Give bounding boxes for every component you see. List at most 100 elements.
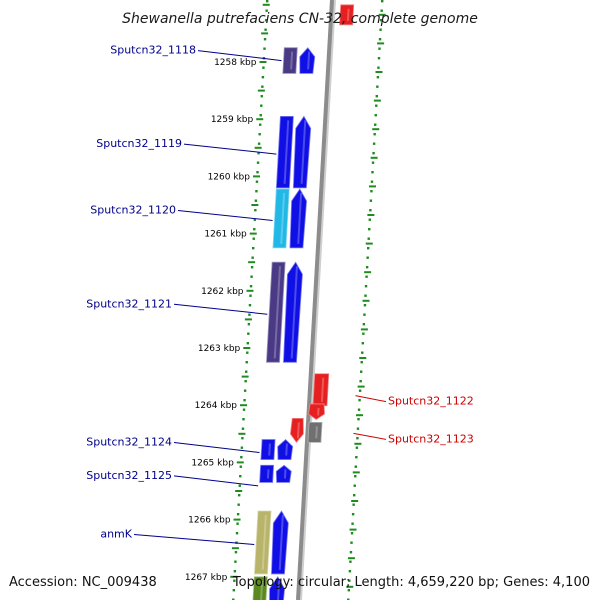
minor-tick-left	[233, 570, 237, 573]
minor-tick-right	[378, 47, 381, 50]
kbp-tick-label: 1260 kbp	[208, 172, 251, 182]
minor-tick-right	[366, 247, 370, 250]
minor-tick-right	[357, 418, 360, 421]
minor-tick-right	[372, 152, 375, 155]
gene-label-leader	[133, 533, 255, 545]
cds-arrow-forward	[299, 47, 316, 74]
minor-tick-right	[375, 104, 378, 107]
minor-tick-left	[238, 484, 241, 487]
minor-tick-right	[361, 351, 364, 354]
minor-tick-right	[360, 361, 363, 364]
gene-label: Sputcn32_1125	[86, 469, 172, 482]
minor-tick-left	[252, 237, 255, 240]
minor-tick-right	[348, 570, 352, 573]
minor-tick-right	[377, 66, 380, 69]
minor-tick-right	[354, 465, 358, 468]
minor-tick-right	[358, 389, 362, 392]
minor-tick-left	[233, 579, 236, 582]
minor-tick-left	[248, 313, 251, 316]
kbp-tick-label: 1266 kbp	[188, 516, 231, 526]
backbone-layer	[295, 0, 336, 600]
minor-tick-right	[363, 304, 367, 307]
cds-arrow-forward	[289, 188, 308, 249]
gene-label: Sputcn32_1122	[388, 395, 474, 408]
tick-marks-layer	[230, 0, 386, 600]
minor-tick-right	[359, 370, 363, 373]
minor-tick-left	[257, 142, 261, 145]
minor-tick-left	[243, 399, 246, 402]
minor-tick-left	[258, 123, 262, 126]
kbp-tick-label: 1265 kbp	[191, 458, 234, 468]
minor-tick-right	[352, 503, 355, 506]
cds-arrow-forward	[277, 438, 294, 460]
minor-tick-left	[247, 323, 251, 326]
topology-label: Topology: circular; Length: 4,659,220 bp…	[232, 575, 590, 590]
minor-tick-right	[371, 161, 375, 164]
minor-tick-right	[379, 19, 383, 22]
minor-tick-left	[241, 437, 244, 440]
minor-tick-right	[366, 256, 369, 259]
minor-tick-right	[352, 494, 356, 497]
minor-tick-right	[347, 598, 350, 600]
minor-tick-left	[242, 418, 245, 421]
minor-tick-right	[349, 560, 352, 563]
minor-tick-right	[369, 209, 372, 212]
minor-tick-right	[362, 323, 366, 326]
minor-tick-right	[379, 28, 382, 31]
genes-layer	[252, 4, 355, 600]
minor-tick-left	[244, 370, 248, 373]
kbp-tick-label: 1262 kbp	[201, 287, 244, 297]
cds-arrow-forward	[271, 510, 289, 575]
minor-tick-right	[349, 551, 353, 554]
minor-tick-left	[249, 294, 252, 297]
minor-tick-right	[367, 237, 370, 240]
kbp-tick-label: 1259 kbp	[211, 115, 254, 125]
minor-tick-left	[237, 494, 241, 497]
gene-label-leader	[177, 209, 273, 221]
minor-tick-right	[357, 408, 361, 411]
minor-tick-left	[248, 304, 252, 307]
labels-layer: 1258 kbp 1259 kbp 1260 kbp 1261 kbp 1262 kbp…	[86, 44, 474, 583]
kbp-tick-label: 1261 kbp	[204, 230, 247, 240]
cog-feature	[272, 188, 290, 249]
gene-label-leader	[173, 475, 259, 487]
gene-label: Sputcn32_1124	[86, 436, 172, 449]
minor-tick-right	[350, 532, 354, 535]
cog-feature	[275, 115, 294, 189]
minor-tick-left	[254, 199, 258, 202]
minor-tick-left	[255, 180, 259, 183]
minor-tick-left	[240, 446, 244, 449]
minor-tick-right	[374, 114, 377, 117]
gene-label-leader	[197, 50, 282, 62]
cog-feature	[266, 261, 286, 363]
gene-label: Sputcn32_1118	[110, 44, 196, 57]
minor-tick-right	[365, 275, 368, 278]
cds-arrow-reverse	[339, 4, 355, 26]
minor-tick-right	[354, 475, 357, 478]
minor-tick-left	[240, 456, 243, 459]
minor-tick-right	[381, 0, 384, 3]
minor-tick-left	[241, 427, 245, 430]
minor-tick-right	[364, 294, 367, 297]
minor-tick-left	[254, 209, 257, 212]
gene-label-leader	[183, 143, 277, 155]
kbp-tick-label: 1264 kbp	[195, 401, 238, 411]
minor-tick-left	[232, 598, 235, 600]
minor-tick-left	[256, 161, 260, 164]
kbp-tick-label: 1267 kbp	[185, 573, 228, 583]
kbp-tick-label: 1258 kbp	[214, 58, 257, 68]
minor-tick-left	[265, 9, 268, 12]
minor-tick-left	[239, 465, 243, 468]
minor-tick-left	[256, 171, 259, 174]
minor-tick-right	[358, 399, 361, 402]
minor-tick-left	[232, 589, 236, 592]
minor-tick-left	[250, 275, 253, 278]
minor-tick-left	[264, 28, 267, 31]
minor-tick-right	[362, 332, 365, 335]
minor-tick-left	[247, 332, 250, 335]
minor-tick-left	[235, 532, 239, 535]
minor-tick-right	[356, 437, 359, 440]
cds-arrow-reverse	[308, 403, 325, 420]
minor-tick-left	[260, 104, 263, 107]
